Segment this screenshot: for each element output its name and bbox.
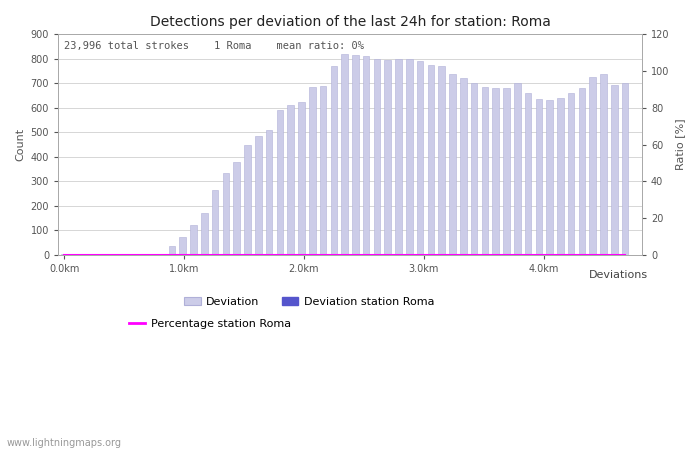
- Bar: [190, 225, 197, 255]
- Bar: [179, 237, 186, 255]
- Text: 23,996 total strokes    1 Roma    mean ratio: 0%: 23,996 total strokes 1 Roma mean ratio: …: [64, 41, 364, 51]
- Bar: [428, 65, 434, 255]
- Bar: [363, 56, 370, 255]
- Bar: [233, 162, 240, 255]
- Bar: [61, 254, 67, 255]
- Y-axis label: Count: Count: [15, 128, 25, 161]
- Bar: [492, 88, 499, 255]
- Bar: [579, 88, 585, 255]
- Bar: [223, 173, 229, 255]
- Bar: [525, 93, 531, 255]
- Bar: [276, 110, 284, 255]
- Text: www.lightningmaps.org: www.lightningmaps.org: [7, 438, 122, 448]
- Bar: [384, 60, 391, 255]
- Bar: [536, 99, 542, 255]
- Bar: [309, 87, 316, 255]
- Bar: [374, 59, 380, 255]
- Bar: [342, 54, 348, 255]
- Bar: [503, 88, 510, 255]
- Bar: [147, 254, 154, 255]
- Bar: [557, 98, 564, 255]
- Bar: [460, 78, 467, 255]
- Bar: [330, 66, 337, 255]
- Bar: [568, 93, 575, 255]
- Bar: [416, 61, 424, 255]
- Bar: [622, 83, 629, 255]
- Bar: [212, 190, 218, 255]
- Bar: [266, 130, 272, 255]
- Bar: [482, 87, 488, 255]
- Bar: [244, 144, 251, 255]
- Bar: [471, 83, 477, 255]
- Y-axis label: Ratio [%]: Ratio [%]: [675, 119, 685, 171]
- Bar: [169, 246, 175, 255]
- Bar: [611, 85, 617, 255]
- Title: Detections per deviation of the last 24h for station: Roma: Detections per deviation of the last 24h…: [150, 15, 550, 29]
- Bar: [320, 86, 326, 255]
- Bar: [71, 254, 78, 255]
- Bar: [449, 73, 456, 255]
- Bar: [201, 213, 208, 255]
- Bar: [546, 100, 553, 255]
- Text: Deviations: Deviations: [589, 270, 648, 280]
- Legend: Percentage station Roma: Percentage station Roma: [125, 314, 295, 333]
- Bar: [395, 59, 402, 255]
- Bar: [255, 136, 262, 255]
- Bar: [298, 102, 304, 255]
- Bar: [352, 55, 358, 255]
- Bar: [438, 66, 445, 255]
- Bar: [589, 77, 596, 255]
- Bar: [288, 105, 294, 255]
- Bar: [406, 59, 412, 255]
- Bar: [514, 83, 521, 255]
- Bar: [601, 73, 607, 255]
